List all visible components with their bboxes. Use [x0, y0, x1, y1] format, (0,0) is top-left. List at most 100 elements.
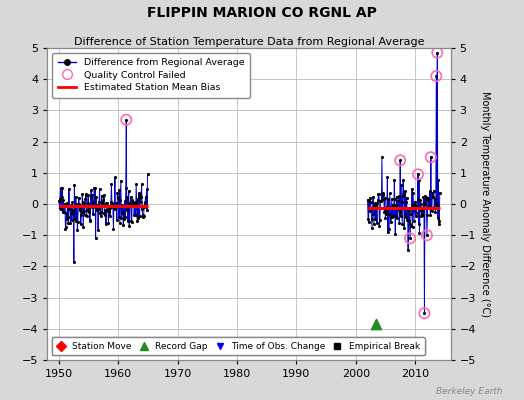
Point: [366, 195, 374, 202]
Point: [117, 177, 125, 184]
Point: [122, 185, 130, 191]
Point: [60, 209, 69, 215]
Point: [100, 212, 108, 218]
Point: [407, 210, 416, 217]
Point: [135, 213, 144, 220]
Point: [118, 209, 127, 216]
Point: [137, 194, 145, 200]
Point: [71, 204, 79, 210]
Point: [105, 208, 113, 215]
Point: [61, 200, 69, 207]
Point: [84, 209, 93, 215]
Point: [434, 177, 442, 184]
Point: [58, 194, 67, 200]
Point: [388, 214, 397, 220]
Point: [424, 196, 433, 203]
Point: [78, 209, 86, 215]
Point: [140, 199, 149, 206]
Point: [433, 203, 441, 210]
Point: [59, 197, 68, 203]
Point: [386, 190, 394, 197]
Point: [405, 208, 413, 214]
Point: [119, 202, 128, 209]
Point: [411, 212, 420, 219]
Point: [380, 209, 389, 215]
Point: [112, 200, 120, 206]
Point: [414, 171, 422, 178]
Point: [383, 204, 391, 210]
Point: [379, 190, 387, 196]
Point: [391, 202, 400, 208]
Point: [135, 190, 144, 196]
Point: [117, 215, 126, 222]
Point: [408, 186, 416, 192]
Point: [139, 213, 148, 219]
Point: [121, 214, 129, 220]
Point: [143, 186, 151, 192]
Point: [112, 204, 121, 210]
Point: [424, 195, 432, 201]
Point: [90, 199, 98, 206]
Point: [82, 213, 91, 220]
Point: [131, 200, 139, 206]
Point: [413, 203, 421, 210]
Point: [414, 221, 423, 227]
Point: [83, 199, 92, 206]
Point: [396, 157, 405, 164]
Point: [55, 198, 63, 204]
Point: [396, 209, 404, 215]
Point: [435, 189, 444, 196]
Point: [387, 214, 396, 220]
Point: [427, 154, 435, 160]
Point: [85, 206, 93, 212]
Point: [141, 200, 149, 206]
Point: [398, 199, 406, 206]
Point: [421, 193, 429, 199]
Point: [129, 200, 137, 207]
Point: [364, 216, 372, 222]
Point: [418, 207, 426, 214]
Point: [138, 206, 146, 213]
Point: [62, 210, 71, 216]
Point: [103, 200, 111, 207]
Point: [72, 218, 81, 224]
Point: [407, 203, 416, 209]
Point: [82, 191, 90, 198]
Point: [126, 194, 135, 200]
Point: [133, 218, 141, 224]
Point: [388, 196, 396, 202]
Point: [392, 213, 400, 220]
Point: [94, 227, 102, 233]
Point: [408, 223, 417, 230]
Point: [390, 176, 398, 183]
Point: [416, 206, 424, 213]
Point: [84, 192, 92, 198]
Point: [433, 215, 442, 222]
Point: [102, 200, 111, 206]
Point: [371, 200, 379, 206]
Point: [369, 193, 377, 200]
Legend: Station Move, Record Gap, Time of Obs. Change, Empirical Break: Station Move, Record Gap, Time of Obs. C…: [52, 338, 425, 356]
Point: [78, 191, 86, 197]
Point: [141, 194, 150, 200]
Point: [106, 205, 115, 212]
Point: [130, 211, 138, 218]
Point: [416, 197, 424, 203]
Point: [129, 199, 138, 206]
Point: [57, 206, 66, 212]
Point: [124, 200, 133, 207]
Point: [101, 207, 109, 214]
Point: [377, 198, 386, 204]
Point: [398, 221, 407, 228]
Point: [125, 188, 133, 194]
Point: [374, 197, 382, 204]
Point: [113, 217, 121, 224]
Point: [433, 50, 442, 56]
Point: [366, 198, 375, 205]
Point: [74, 201, 82, 207]
Point: [93, 202, 102, 209]
Point: [93, 207, 101, 213]
Point: [368, 224, 376, 231]
Point: [376, 217, 384, 223]
Point: [404, 247, 412, 254]
